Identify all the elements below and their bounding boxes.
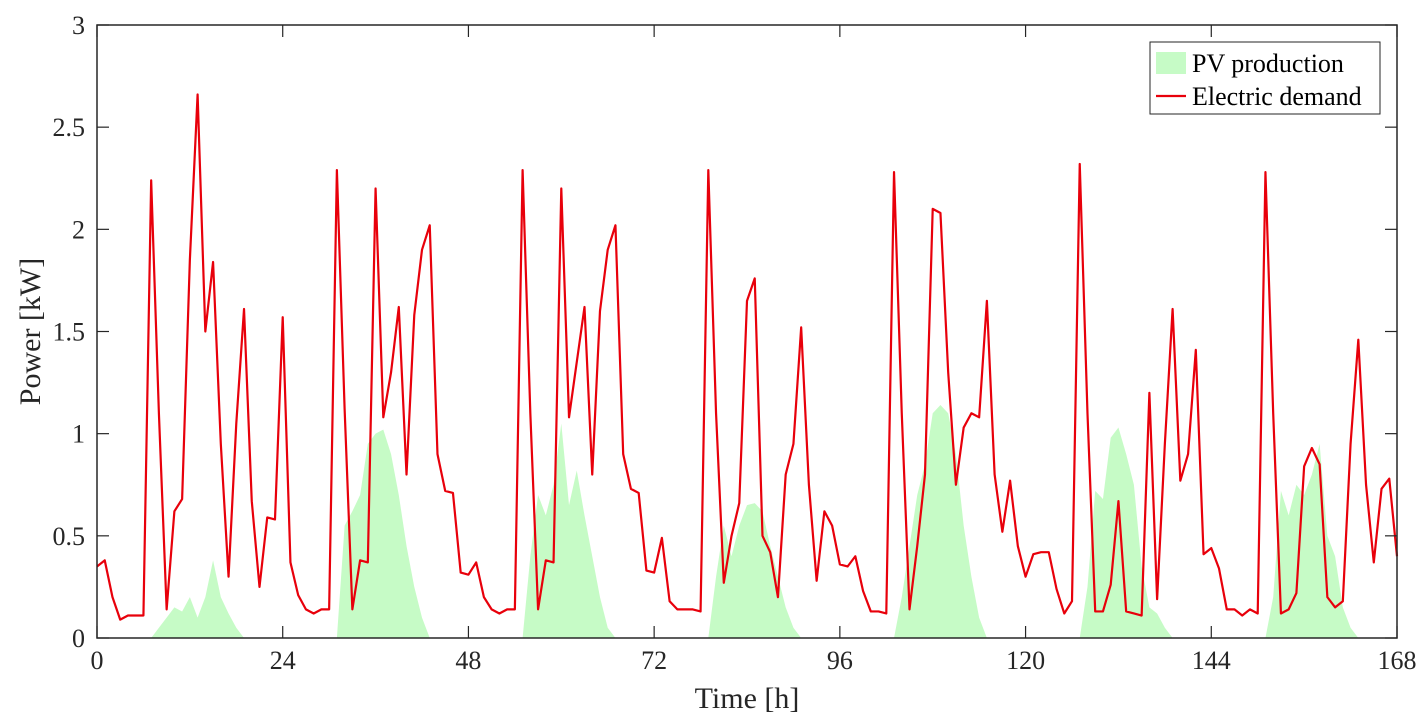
legend-swatch-pv-production xyxy=(1156,52,1186,74)
pv-production-area-5 xyxy=(894,405,987,638)
x-tick-label: 96 xyxy=(827,646,853,675)
pv-production-area-3 xyxy=(522,423,616,638)
legend-label-pv-production: PV production xyxy=(1192,49,1344,78)
y-tick-label: 2.5 xyxy=(53,113,86,142)
x-tick-label: 0 xyxy=(91,646,104,675)
y-tick-label: 1.5 xyxy=(53,318,86,347)
x-axis-label: Time [h] xyxy=(695,682,800,715)
x-tick-label: 24 xyxy=(270,646,296,675)
y-tick-label: 0 xyxy=(72,624,85,653)
pv-production-area-4 xyxy=(708,503,802,638)
pv-production-area-2 xyxy=(336,429,430,638)
y-tick-label: 1 xyxy=(72,420,85,449)
x-tick-label: 48 xyxy=(455,646,481,675)
electric-demand-line xyxy=(96,93,1399,621)
x-tick-label: 168 xyxy=(1378,646,1417,675)
y-tick-label: 3 xyxy=(72,11,85,40)
y-axis-label: Power [kW] xyxy=(14,258,47,405)
pv-production-area-6 xyxy=(1079,427,1173,638)
legend: PV production Electric demand xyxy=(1149,41,1381,115)
axes: 0 24 48 72 96 120 144 168 0 0.5 1 1.5 2 2.5 3 xyxy=(53,11,1417,675)
x-tick-label: 144 xyxy=(1192,646,1231,675)
legend-label-electric-demand: Electric demand xyxy=(1192,82,1362,111)
x-tick-label: 72 xyxy=(641,646,667,675)
plot-area xyxy=(96,93,1399,638)
y-tick-label: 2 xyxy=(72,215,85,244)
x-tick-label: 120 xyxy=(1006,646,1045,675)
y-tick-label: 0.5 xyxy=(53,522,86,551)
pv-production-area-1 xyxy=(151,560,245,638)
pv-production-area-7 xyxy=(1265,443,1359,638)
legend-box xyxy=(1149,41,1381,115)
